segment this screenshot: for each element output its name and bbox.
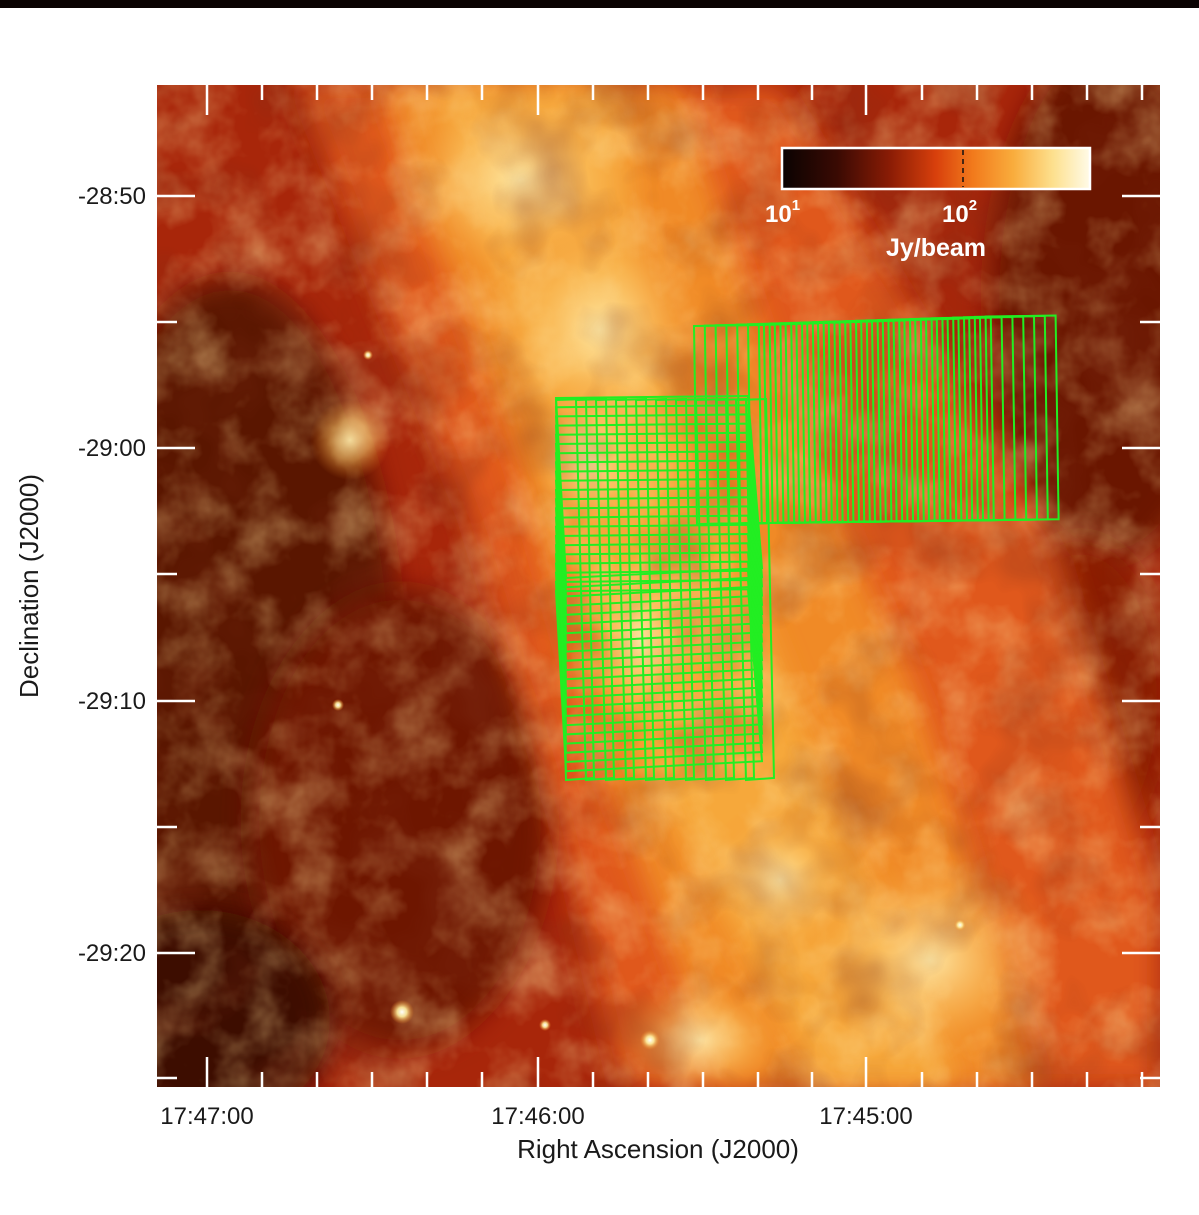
observation-footprint-overlay: [554, 314, 1060, 782]
x-axis-title: Right Ascension (J2000): [517, 1134, 799, 1164]
footprint-frame: [554, 588, 764, 773]
x-tick-label: 17:47:00: [160, 1103, 253, 1130]
colorbar-tick-label: 101: [765, 197, 800, 228]
colorbar-tick-label: 102: [942, 197, 977, 228]
top-border-strip: [0, 0, 1199, 8]
y-tick-label: -29:10: [78, 688, 146, 715]
colorbar-gradient: [780, 146, 1092, 191]
x-tick-label: 17:46:00: [491, 1103, 584, 1130]
y-tick-label: -29:00: [78, 435, 146, 462]
footprint-frame: [734, 397, 776, 782]
y-axis-title: Declination (J2000): [14, 474, 44, 698]
y-tick-label: -29:20: [78, 940, 146, 967]
x-tick-label: 17:45:00: [819, 1103, 912, 1130]
colorbar: 101 102 Jy/beam: [765, 146, 1092, 262]
colorbar-unit-label: Jy/beam: [886, 234, 986, 262]
y-tick-label: -28:50: [78, 183, 146, 210]
axis-ticks: [157, 85, 1160, 1087]
footprint-frame: [984, 314, 1060, 522]
